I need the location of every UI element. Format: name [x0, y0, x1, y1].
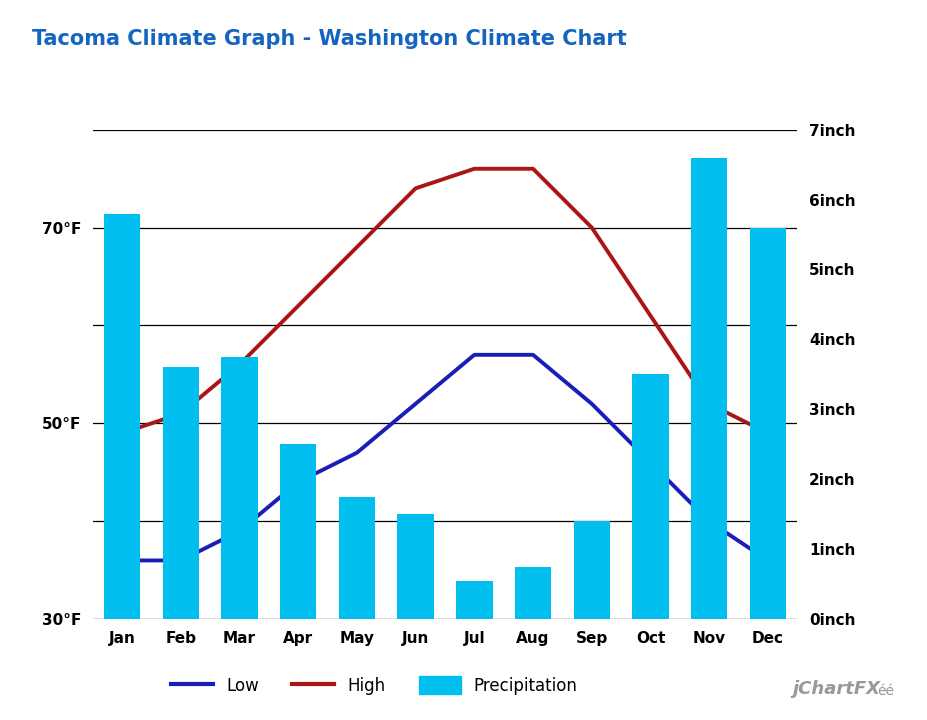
Bar — [691, 158, 728, 619]
Bar — [104, 214, 140, 619]
Bar — [632, 374, 668, 619]
Legend: Low, High, Precipitation: Low, High, Precipitation — [171, 677, 578, 695]
Bar — [222, 357, 258, 619]
Bar — [514, 567, 552, 619]
Bar — [162, 367, 199, 619]
Bar — [456, 581, 492, 619]
Bar — [398, 514, 434, 619]
Bar — [574, 521, 610, 619]
Text: jChartFX: jChartFX — [793, 680, 881, 698]
Text: éé: éé — [878, 685, 895, 698]
Bar — [750, 228, 786, 619]
Bar — [338, 497, 375, 619]
Text: Tacoma Climate Graph - Washington Climate Chart: Tacoma Climate Graph - Washington Climat… — [32, 29, 628, 49]
Bar — [280, 444, 316, 619]
